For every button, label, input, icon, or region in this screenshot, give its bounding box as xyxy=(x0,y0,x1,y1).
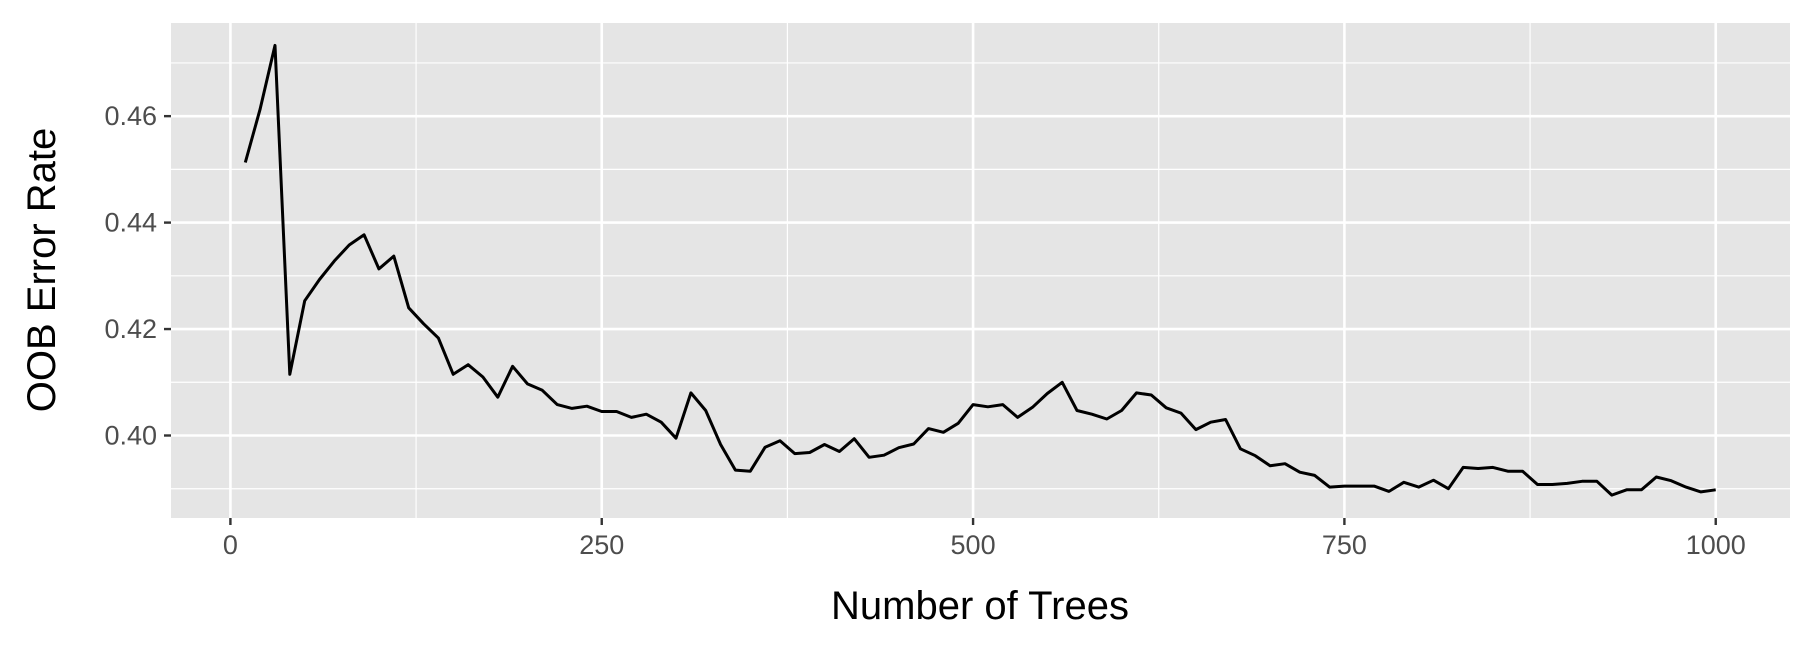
y-tick-label: 0.40 xyxy=(104,421,157,451)
x-axis-title: Number of Trees xyxy=(831,584,1129,628)
x-tick-label: 250 xyxy=(579,530,624,560)
y-tick-label: 0.44 xyxy=(104,208,157,238)
x-axis: 0 250 500 750 1000 xyxy=(223,518,1746,560)
y-axis: 0.40 0.42 0.44 0.46 xyxy=(104,101,171,451)
major-gridlines xyxy=(171,23,1790,518)
minor-gridlines xyxy=(171,23,1790,518)
x-tick-label: 500 xyxy=(951,530,996,560)
plot-panel xyxy=(171,23,1790,518)
x-tick-label: 750 xyxy=(1322,530,1367,560)
y-axis-title: OOB Error Rate xyxy=(20,128,64,413)
series-layer xyxy=(243,43,1716,497)
y-tick-label: 0.46 xyxy=(104,101,157,131)
y-tick-label: 0.42 xyxy=(104,314,157,344)
x-tick-label: 1000 xyxy=(1686,530,1746,560)
oob-error-line xyxy=(243,43,1716,497)
x-tick-label: 0 xyxy=(223,530,238,560)
